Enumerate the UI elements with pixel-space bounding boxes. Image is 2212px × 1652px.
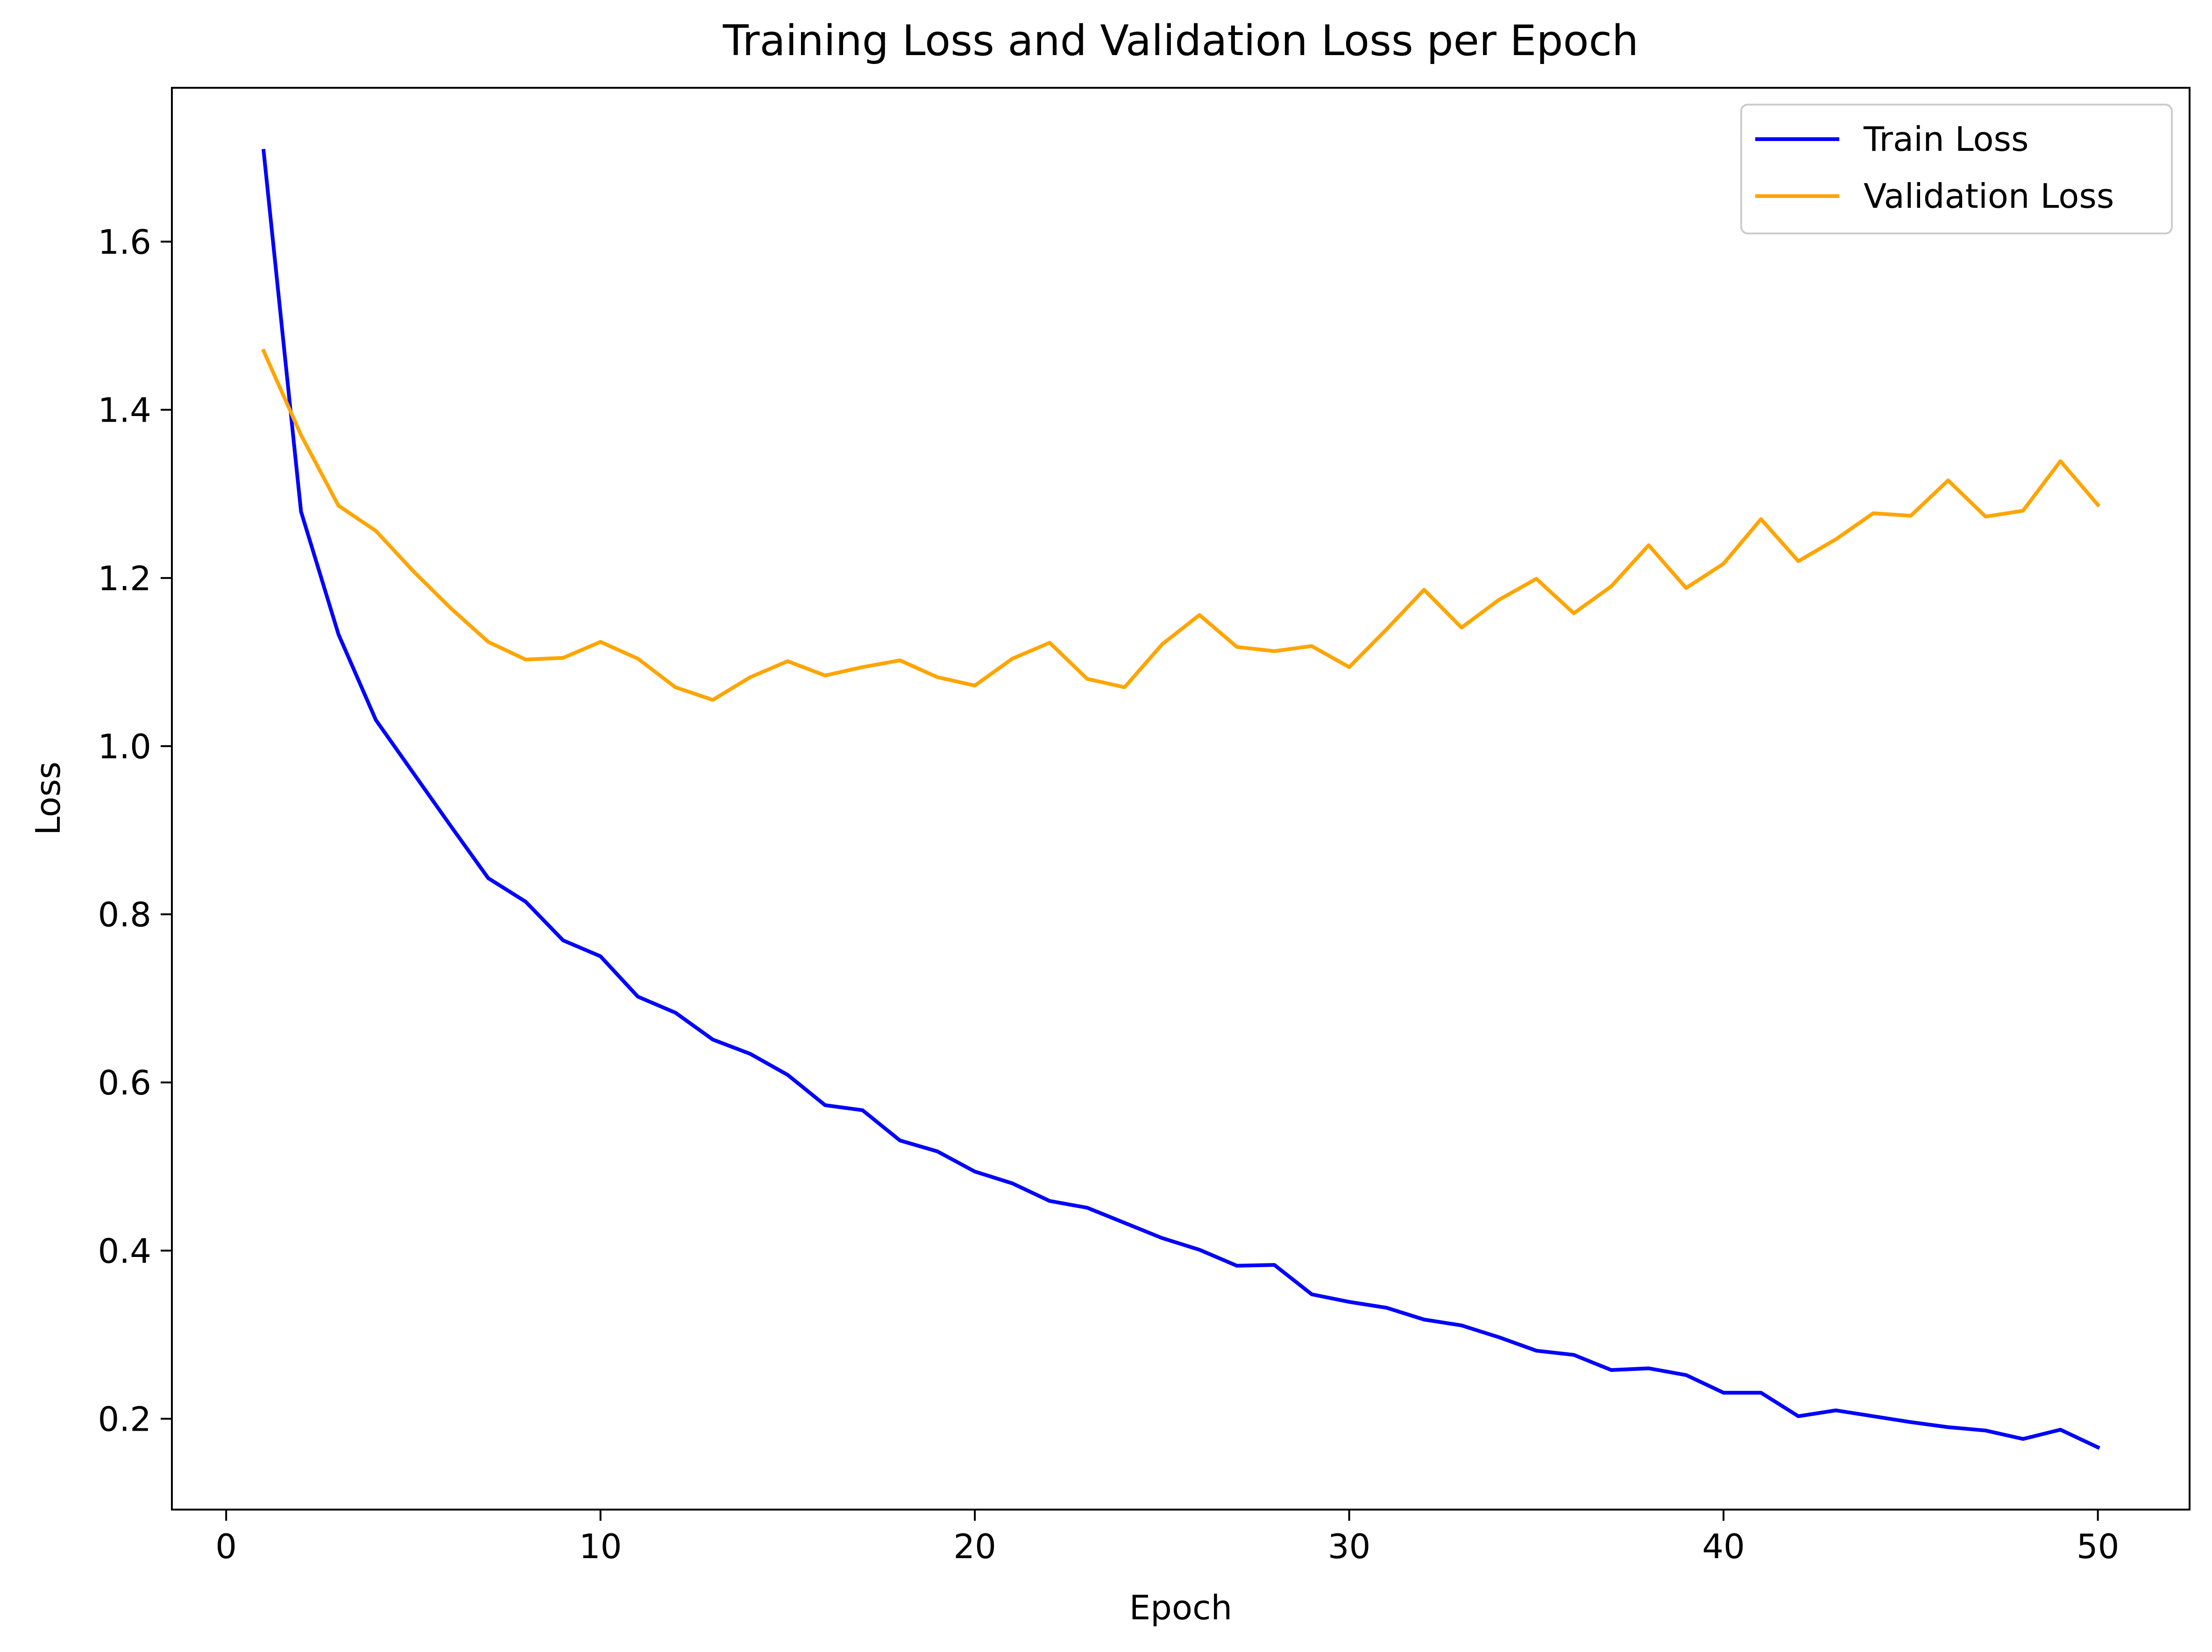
legend-label-train-loss: Train Loss: [1863, 120, 2029, 159]
series-line-train-loss: [262, 148, 2100, 1450]
x-tick-label: 30: [1328, 1527, 1371, 1566]
y-tick-label: 1.0: [98, 727, 151, 766]
x-tick-label: 0: [215, 1527, 237, 1566]
y-tick-label: 0.4: [98, 1231, 151, 1271]
y-tick-label: 1.4: [98, 391, 151, 430]
legend: Train Loss Validation Loss: [1740, 104, 2173, 234]
x-tick-label: 40: [1702, 1527, 1745, 1566]
x-tick-label: 50: [2077, 1527, 2120, 1566]
y-tick-label: 0.6: [98, 1063, 151, 1102]
x-tick-label: 20: [953, 1527, 996, 1566]
y-axis: 0.2 0.4 0.6 0.8 1.0 1.2 1.4 1.6: [98, 223, 172, 1439]
x-axis: 0 10 20 30 40 50: [215, 1510, 2119, 1566]
plot-background: [172, 88, 2190, 1510]
plot-frame: [171, 87, 2191, 1511]
y-axis-label: Loss: [28, 762, 68, 835]
y-tick-label: 1.6: [98, 223, 151, 262]
legend-box: [1740, 104, 2173, 234]
series-line-validation-loss: [261, 348, 2101, 702]
y-tick-label: 1.2: [98, 559, 151, 598]
chart-title: Training Loss and Validation Loss per Ep…: [723, 16, 1638, 65]
series-layer: [261, 148, 2101, 1450]
plot-area: [171, 87, 2191, 1511]
legend-label-validation-loss: Validation Loss: [1864, 176, 2114, 216]
x-axis-label: Epoch: [1129, 1588, 1232, 1627]
x-tick-label: 10: [579, 1527, 622, 1566]
y-tick-label: 0.2: [98, 1400, 151, 1439]
y-tick-label: 0.8: [98, 895, 151, 934]
